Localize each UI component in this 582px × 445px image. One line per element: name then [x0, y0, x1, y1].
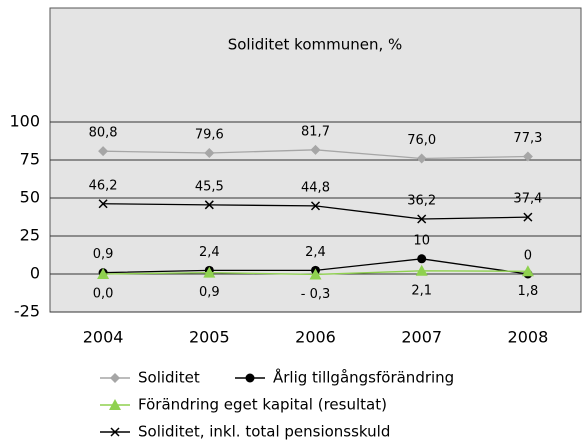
data-label: 1,8: [518, 284, 539, 299]
y-tick-label: 0: [30, 264, 40, 283]
marker: [522, 151, 533, 162]
chart-title: Soliditet kommunen, %: [228, 36, 403, 54]
marker: [204, 200, 214, 210]
data-label: 45,5: [195, 179, 224, 194]
data-label: 81,7: [301, 124, 330, 139]
marker: [98, 146, 109, 157]
data-label: 0: [524, 249, 532, 264]
marker: [203, 266, 216, 278]
data-label: 0,0: [93, 287, 114, 302]
data-label: 79,6: [195, 128, 224, 143]
x-tick-label: 2008: [508, 328, 549, 347]
x-tick-label: 2004: [83, 328, 124, 347]
y-tick-label: 25: [20, 226, 40, 245]
y-tick-label: 100: [9, 112, 40, 131]
data-label: 36,2: [407, 193, 436, 208]
marker: [521, 265, 534, 277]
x-tick-label: 2006: [295, 328, 336, 347]
marker: [97, 268, 110, 279]
marker: [109, 399, 121, 410]
data-label: - 0,3: [301, 287, 331, 302]
marker: [204, 148, 215, 159]
legend-label: Förändring eget kapital (resultat): [138, 396, 387, 414]
legend-label: Soliditet, inkl. total pensionsskuld: [138, 423, 390, 441]
data-label: 0,9: [93, 247, 114, 262]
y-tick-label: 75: [20, 150, 40, 169]
marker: [416, 153, 427, 164]
marker: [98, 199, 108, 209]
marker: [110, 427, 120, 437]
data-label: 80,8: [89, 126, 118, 141]
marker: [245, 373, 255, 383]
marker: [310, 201, 321, 211]
marker: [417, 214, 427, 224]
x-tick-label: 2007: [401, 328, 442, 347]
data-label: 2,4: [199, 245, 220, 260]
legend-label: Soliditet: [138, 369, 200, 387]
data-label: 0,9: [199, 285, 220, 300]
data-label: 10: [413, 233, 430, 248]
y-tick-label: 50: [20, 188, 40, 207]
marker: [110, 373, 120, 383]
marker: [417, 254, 427, 264]
marker: [310, 144, 321, 155]
legend-label: Årlig tillgångsförändring: [273, 368, 454, 387]
marker: [523, 212, 533, 222]
data-label: 37,4: [513, 192, 542, 207]
data-label: 77,3: [513, 131, 542, 146]
data-label: 46,2: [89, 178, 118, 193]
y-tick-label: -25: [14, 302, 40, 321]
data-label: 2,4: [305, 245, 326, 260]
data-label: 76,0: [407, 133, 436, 148]
x-tick-label: 2005: [189, 328, 230, 347]
marker: [415, 264, 428, 276]
data-label: 44,8: [301, 180, 330, 195]
data-label: 2,1: [411, 283, 432, 298]
marker: [309, 268, 322, 280]
